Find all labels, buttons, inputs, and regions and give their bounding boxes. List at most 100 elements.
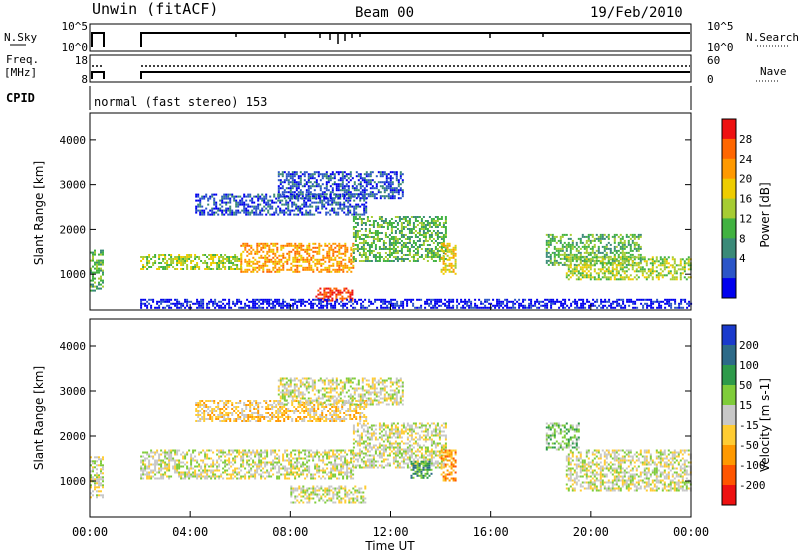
velocity-echo-cell xyxy=(182,461,185,464)
velocity-echo-cell xyxy=(100,468,102,471)
power-echo-cell xyxy=(372,250,375,252)
power-echo-cell xyxy=(303,171,306,174)
power-echo-cell xyxy=(368,224,371,226)
power-echo-cell xyxy=(635,278,638,281)
power-echo-cell xyxy=(262,244,265,247)
power-echo-cell xyxy=(274,262,277,265)
power-echo-cell xyxy=(219,199,222,202)
power-echo-cell xyxy=(374,258,377,260)
power-echo-cell xyxy=(635,262,638,265)
power-echo-cell xyxy=(450,264,453,267)
power-echo-cell xyxy=(393,197,396,200)
power-echo-cell xyxy=(464,302,467,305)
power-echo-cell xyxy=(372,302,375,305)
power-echo-cell xyxy=(342,306,345,309)
power-echo-cell xyxy=(355,203,358,206)
velocity-echo-cell xyxy=(90,496,92,499)
power-echo-cell xyxy=(247,195,250,198)
power-echo-cell xyxy=(611,263,614,266)
velocity-echo-cell xyxy=(188,467,191,470)
power-echo-cell xyxy=(381,173,384,176)
power-echo-cell xyxy=(606,300,609,303)
power-echo-cell xyxy=(593,256,596,259)
power-echo-cell xyxy=(549,257,552,260)
power-echo-cell xyxy=(643,260,646,263)
power-echo-cell xyxy=(392,240,395,242)
velocity-echo-cell xyxy=(176,459,179,462)
power-echo-cell xyxy=(422,224,425,226)
power-echo-cell xyxy=(268,270,271,273)
power-echo-cell xyxy=(240,306,243,309)
power-echo-cell xyxy=(576,306,579,309)
power-echo-cell xyxy=(685,258,688,261)
power-echo-cell xyxy=(326,306,329,309)
power-echo-cell xyxy=(434,252,437,254)
power-echo-cell xyxy=(220,262,223,264)
power-echo-cell xyxy=(195,195,198,198)
power-echo-cell xyxy=(323,297,326,300)
velocity-echo-cell xyxy=(264,471,267,474)
power-echo-cell xyxy=(346,250,349,253)
power-echo-cell xyxy=(583,251,586,254)
power-echo-cell xyxy=(379,171,382,174)
velocity-echo-cell xyxy=(176,471,179,474)
power-echo-cell xyxy=(314,302,317,305)
power-echo-cell xyxy=(337,197,340,200)
power-echo-cell xyxy=(90,283,92,286)
velocity-echo-cell xyxy=(162,473,165,476)
power-echo-cell xyxy=(297,183,300,186)
power-echo-cell xyxy=(454,248,457,251)
power-echo-cell xyxy=(563,257,566,260)
power-echo-cell xyxy=(283,195,286,198)
power-echo-cell xyxy=(438,260,441,262)
power-echo-cell xyxy=(371,191,374,194)
power-echo-cell xyxy=(196,298,199,301)
power-echo-cell xyxy=(252,256,255,259)
power-echo-cell xyxy=(160,300,163,303)
power-echo-cell xyxy=(380,224,383,226)
power-echo-cell xyxy=(616,298,619,301)
power-echo-cell xyxy=(234,256,237,258)
power-echo-cell xyxy=(180,262,183,264)
noise-panel: N.Sky 10^5 10^0 10^5 10^0 N.Search xyxy=(4,20,799,54)
velocity-echo-cell xyxy=(256,469,259,472)
velocity-echo-cell xyxy=(194,471,197,474)
power-echo-cell xyxy=(599,270,602,273)
power-echo-cell xyxy=(326,254,329,257)
cpid-label: CPID xyxy=(6,91,35,105)
velocity-echo-cell xyxy=(236,449,239,452)
velocity-echo-cell xyxy=(178,465,181,468)
power-echo-cell xyxy=(398,220,401,222)
power-echo-cell xyxy=(402,228,405,230)
power-echo-cell xyxy=(320,304,323,307)
velocity-echo-cell xyxy=(96,468,98,471)
power-echo-cell xyxy=(416,216,419,218)
power-echo-cell xyxy=(663,260,666,263)
velocity-echo-cell xyxy=(168,463,171,466)
power-echo-cell xyxy=(373,187,376,190)
velocity-echo-cell xyxy=(230,465,233,468)
power-echo-cell xyxy=(342,304,345,307)
power-echo-cell xyxy=(426,252,429,254)
power-echo-cell xyxy=(150,258,153,260)
power-echo-cell xyxy=(577,237,580,240)
velocity-echo-cell xyxy=(144,465,147,468)
power-echo-cell xyxy=(675,278,678,281)
power-echo-cell xyxy=(681,258,684,261)
power-echo-cell xyxy=(94,271,96,274)
power-echo-cell xyxy=(253,211,256,214)
power-echo-cell xyxy=(365,173,368,176)
power-echo-cell xyxy=(456,300,459,303)
power-echo-cell xyxy=(287,197,290,200)
power-echo-cell xyxy=(207,199,210,202)
power-echo-cell xyxy=(418,228,421,230)
power-echo-cell xyxy=(615,258,618,261)
power-echo-cell xyxy=(598,304,601,307)
power-echo-cell xyxy=(96,269,98,272)
power-echo-cell xyxy=(280,258,283,261)
velocity-echo-cell xyxy=(202,471,205,474)
power-echo-cell xyxy=(369,193,372,196)
power-echo-cell xyxy=(390,218,393,220)
power-echo-cell xyxy=(444,248,447,250)
power-echo-cell xyxy=(595,249,598,252)
